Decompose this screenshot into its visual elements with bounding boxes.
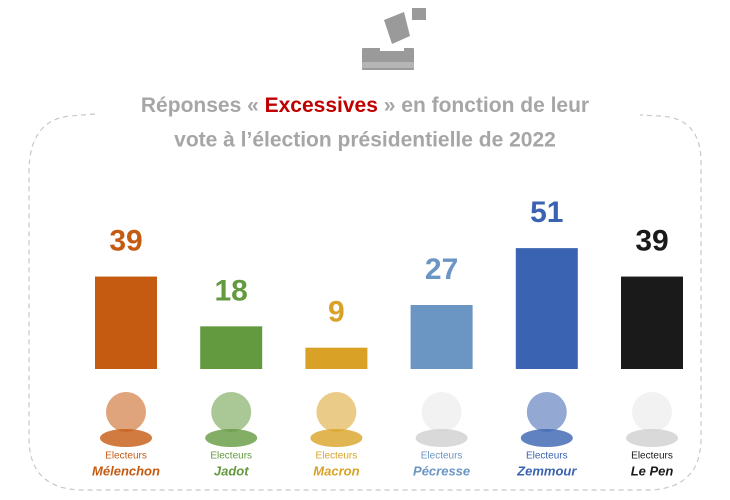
bar — [95, 276, 157, 369]
bar — [410, 305, 473, 369]
group-label: Electeurs — [631, 451, 673, 462]
chart-title-line2: vote à l’élection présidentielle de 2022 — [174, 129, 556, 152]
title-prefix: Réponses « — [141, 94, 259, 117]
category-label: Le Pen — [631, 463, 674, 478]
portrait — [626, 392, 678, 447]
title-suffix: » en fonction de leur — [384, 94, 589, 117]
group-label: Electeurs — [421, 451, 463, 462]
bar — [621, 276, 683, 369]
portrait-face — [211, 392, 252, 432]
group-label: Electeurs — [210, 451, 252, 462]
bar — [200, 326, 263, 369]
value-label: 18 — [215, 274, 248, 307]
portrait — [205, 392, 258, 447]
bar — [305, 347, 368, 369]
category-label: Zemmour — [516, 463, 577, 478]
group-label: Electeurs — [526, 451, 568, 462]
portrait-body — [310, 429, 363, 447]
bar — [515, 248, 578, 369]
portrait-body — [205, 429, 258, 447]
group-label: Electeurs — [316, 451, 358, 462]
frame — [28, 113, 702, 491]
portrait — [415, 392, 468, 447]
chart-title: Réponses « Excessives » en fonction de l… — [141, 94, 589, 117]
category-label: Macron — [313, 463, 359, 478]
group-label: Electeurs — [105, 451, 147, 462]
portrait-body — [626, 429, 678, 447]
portrait-face — [316, 392, 357, 432]
portrait-body — [100, 429, 152, 447]
category-label: Pécresse — [413, 463, 470, 478]
title-highlight: Excessives — [265, 94, 378, 117]
value-label: 39 — [109, 224, 142, 257]
portrait-body — [415, 429, 468, 447]
portrait — [100, 392, 152, 447]
value-label: 27 — [425, 253, 458, 286]
value-label: 51 — [530, 196, 563, 229]
portrait — [310, 392, 363, 447]
portrait-face — [106, 392, 146, 432]
value-label: 9 — [328, 296, 345, 329]
portrait-body — [520, 429, 573, 447]
portrait-face — [526, 392, 567, 432]
category-label: Jadot — [214, 463, 249, 478]
value-label: 39 — [635, 224, 668, 257]
category-label: Mélenchon — [92, 463, 160, 478]
ballot-icon — [362, 8, 426, 70]
portrait — [520, 392, 573, 447]
portrait-face — [421, 392, 462, 432]
portrait-face — [632, 392, 672, 432]
